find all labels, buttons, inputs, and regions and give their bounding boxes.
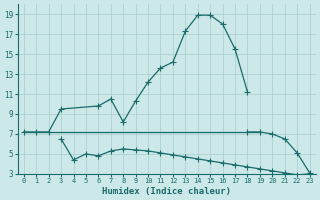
X-axis label: Humidex (Indice chaleur): Humidex (Indice chaleur) [102,187,231,196]
